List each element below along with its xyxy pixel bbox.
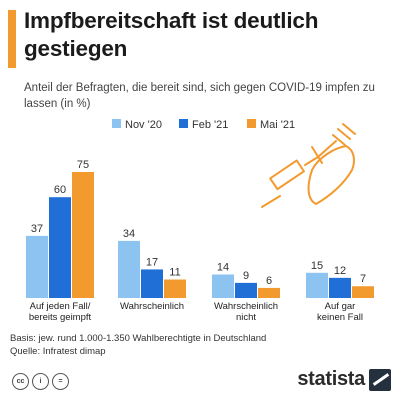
syringe-icon (261, 123, 356, 208)
bar-value-label: 11 (169, 267, 180, 279)
bar (352, 286, 374, 298)
basis-note: Basis: jew. rund 1.000-1.350 Wahlberecht… (10, 333, 267, 344)
bar (258, 287, 280, 298)
chart-title: Impfbereitschaft ist deutlich gestiegen (24, 8, 319, 61)
brand[interactable]: statista (297, 368, 391, 391)
legend: Nov '20 Feb '21 Mai '21 (112, 119, 295, 131)
brand-logo-icon (369, 368, 391, 391)
category-label: Wahrscheinlich (120, 301, 184, 312)
bar (118, 240, 140, 298)
brand-name: statista (297, 368, 365, 390)
bar-value-label: 37 (31, 223, 43, 235)
bar-value-label: 15 (311, 260, 323, 272)
legend-label: Nov '20 (125, 119, 162, 131)
category-labels: Auf jeden Fall/bereits geimpft Wahrschein… (29, 301, 363, 323)
bar-value-label: 14 (217, 261, 229, 273)
nd-icon[interactable]: = (52, 373, 69, 390)
bar (306, 272, 328, 298)
bar-value-label: 6 (266, 275, 272, 287)
license-icons: cc i = (12, 373, 69, 390)
legend-label: Feb '21 (192, 119, 228, 131)
by-icon[interactable]: i (32, 373, 49, 390)
legend-swatch (179, 119, 188, 128)
category-label: Auf gar keinen Fall (317, 301, 363, 323)
bar-value-label: 60 (54, 184, 66, 196)
bar (164, 279, 186, 298)
bar (329, 277, 351, 298)
bar (72, 172, 94, 298)
bar (212, 274, 234, 298)
legend-label: Mai '21 (260, 119, 295, 131)
bar (141, 269, 163, 298)
bar-groups: 37 60 75 34 17 11 14 9 6 15 12 7 (26, 159, 374, 298)
legend-swatch (247, 119, 256, 128)
legend-swatch (112, 119, 121, 128)
bar-value-label: 12 (334, 265, 346, 277)
bar-value-label: 34 (123, 228, 135, 240)
bar (26, 235, 48, 298)
footer: Basis: jew. rund 1.000-1.350 Wahlberecht… (10, 332, 266, 358)
cc-icon[interactable]: cc (12, 373, 29, 390)
source-note: Quelle: Infratest dimap (10, 346, 106, 357)
title-accent-bar (8, 10, 16, 68)
bar (49, 197, 71, 298)
bar-value-label: 7 (360, 273, 366, 285)
bar-value-label: 75 (77, 159, 89, 171)
bar (235, 282, 257, 298)
bar-value-label: 9 (243, 270, 249, 282)
bar-value-label: 17 (146, 256, 158, 268)
category-label: Wahrscheinlich nicht (214, 301, 278, 323)
chart-subtitle: Anteil der Befragten, die bereit sind, s… (24, 82, 375, 110)
bar-chart: Nov '20 Feb '21 Mai '21 37 60 75 34 17 11 14 9 6 15… (26, 119, 374, 323)
category-label: Auf jeden Fall/bereits geimpft (29, 301, 92, 323)
